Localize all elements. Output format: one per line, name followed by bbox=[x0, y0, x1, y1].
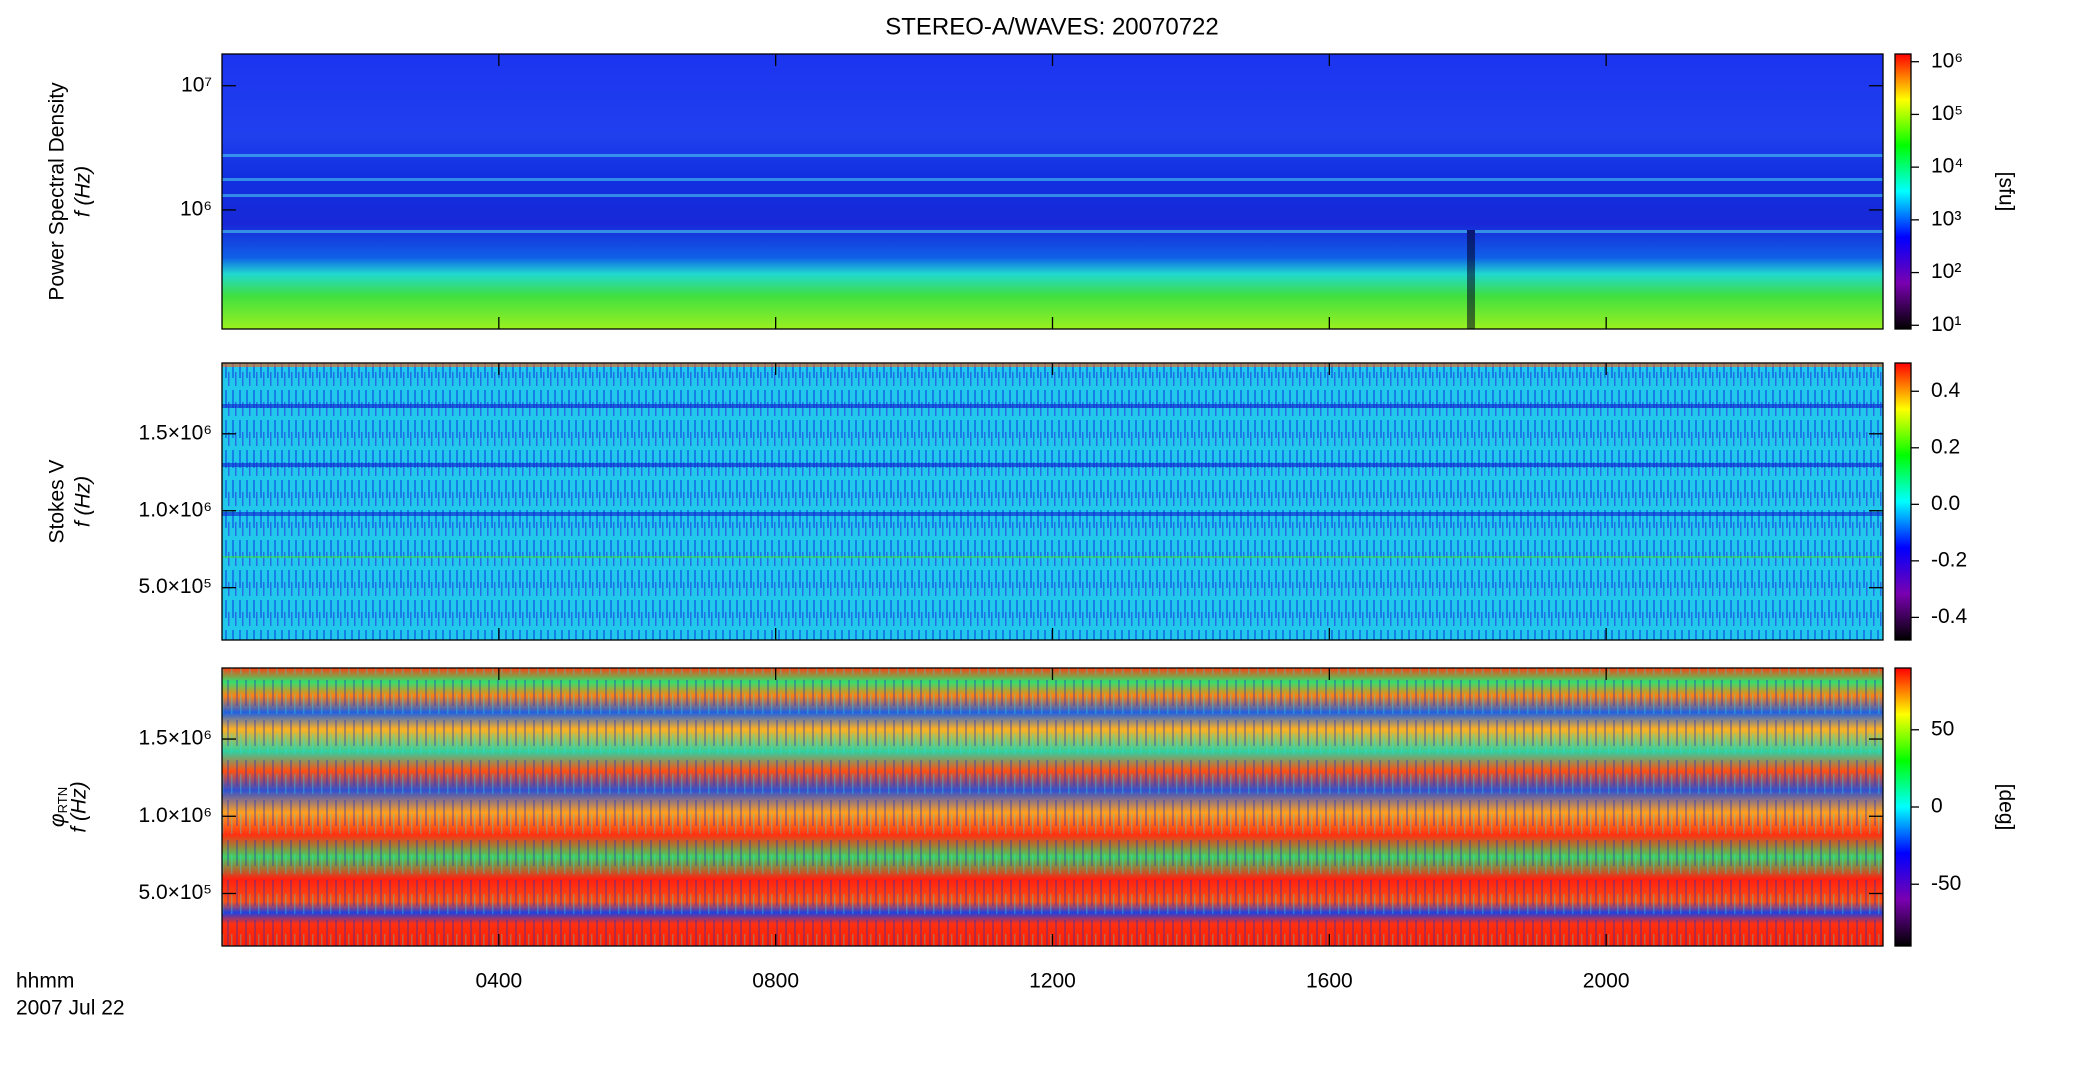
y-tick-label: 1.5×10⁶ bbox=[139, 421, 212, 444]
y-axis-label: f (Hz) bbox=[72, 476, 95, 527]
colorbar-tick-label: 10⁶ bbox=[1931, 49, 1963, 72]
colorbar-tick-label: 0 bbox=[1931, 795, 1943, 818]
colorbar-tick-label: -50 bbox=[1931, 872, 1961, 895]
x-tick-label: 2000 bbox=[1583, 970, 1630, 993]
y-axis-label: f (Hz) bbox=[72, 166, 95, 217]
x-tick-label: 0400 bbox=[475, 970, 522, 993]
y-tick-label: 10⁷ bbox=[181, 73, 212, 96]
chart-title: STEREO-A/WAVES: 20070722 bbox=[885, 13, 1218, 40]
y-tick-label: 10⁶ bbox=[180, 197, 212, 220]
y-axis-label: Stokes V bbox=[46, 459, 69, 543]
colorbar bbox=[1894, 667, 1912, 947]
x-axis-label: hhmm bbox=[16, 970, 74, 993]
colorbar-label: [deg] bbox=[1994, 784, 2017, 831]
y-tick-label: 1.5×10⁶ bbox=[139, 727, 212, 750]
y-tick-label: 1.0×10⁶ bbox=[139, 498, 212, 521]
colorbar-tick-label: 0.2 bbox=[1931, 435, 1960, 458]
colorbar-tick-label: 10¹ bbox=[1931, 313, 1961, 336]
colorbar-tick-label: 10² bbox=[1931, 260, 1961, 283]
y-tick-label: 5.0×10⁵ bbox=[138, 881, 212, 904]
colorbar-tick-label: 10⁴ bbox=[1931, 155, 1963, 178]
spectrogram-image bbox=[222, 54, 1883, 329]
colorbar-tick-label: 50 bbox=[1931, 717, 1954, 740]
y-axis-label: f (Hz) bbox=[68, 781, 91, 832]
x-tick-label: 0800 bbox=[752, 970, 799, 993]
y-axis-symbol: φ bbox=[46, 813, 69, 827]
y-axis-label: Power Spectral Density bbox=[46, 82, 69, 301]
x-tick-label: 1200 bbox=[1029, 970, 1076, 993]
colorbar-tick-label: 0.0 bbox=[1931, 492, 1960, 515]
colorbar bbox=[1894, 53, 1912, 330]
spectrogram-texture bbox=[222, 668, 1883, 946]
colorbar-tick-label: -0.4 bbox=[1931, 605, 1968, 628]
colorbar-tick-label: 10⁵ bbox=[1931, 102, 1963, 125]
colorbar-tick-label: 0.4 bbox=[1931, 379, 1961, 402]
spectrogram-texture bbox=[222, 154, 1883, 329]
y-tick-label: 1.0×10⁶ bbox=[139, 804, 212, 827]
colorbar bbox=[1894, 362, 1912, 641]
x-tick-label: 1600 bbox=[1306, 970, 1353, 993]
colorbar-label: [sfu] bbox=[1994, 172, 2017, 212]
spectrogram-image bbox=[222, 363, 1883, 640]
colorbar-tick-label: -0.2 bbox=[1931, 548, 1967, 571]
y-axis-subscript: RTN bbox=[55, 787, 70, 813]
colorbar-tick-label: 10³ bbox=[1931, 207, 1961, 230]
x-axis-label: 2007 Jul 22 bbox=[16, 997, 125, 1020]
y-axis-label: φRTN bbox=[46, 787, 71, 827]
y-tick-label: 5.0×10⁵ bbox=[138, 575, 212, 598]
